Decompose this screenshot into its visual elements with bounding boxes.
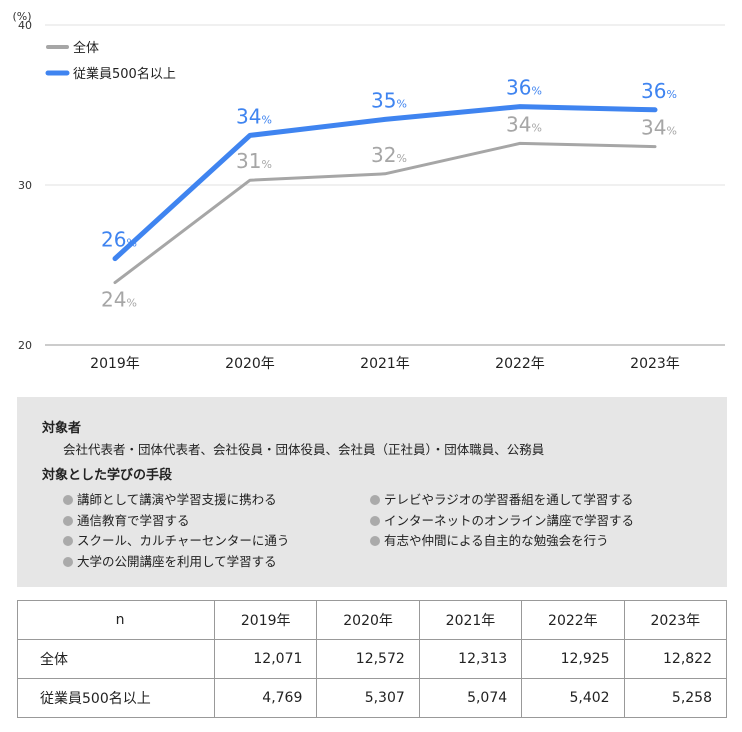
- data-label: 31%: [236, 149, 272, 173]
- table-row: 全体 12,071 12,572 12,313 12,925 12,822: [17, 639, 728, 679]
- bullet-icon: [63, 495, 73, 505]
- series-line-0: [113, 141, 657, 285]
- means-item-label: テレビやラジオの学習番組を通して学習する: [384, 492, 634, 507]
- x-tick-label: 2021年: [360, 356, 410, 372]
- bullet-icon: [63, 515, 73, 526]
- y-tick-label: 40: [18, 19, 32, 32]
- header-cell: n: [17, 600, 215, 640]
- bullet-icon: [370, 536, 380, 546]
- means-item-label: インターネットのオンライン講座で学習する: [384, 512, 635, 528]
- row-label: 全体: [17, 639, 215, 679]
- cell: 12,313: [418, 639, 523, 679]
- x-tick-label: 2020年: [225, 356, 275, 372]
- cell: 12,822: [623, 639, 728, 679]
- line-chart: (%) 20 30 40 2019年 2020年 2021年 2022年 2023年 24% 31%…: [12, 10, 725, 372]
- cell: 5,402: [521, 678, 625, 718]
- x-tick-label: 2023年: [630, 356, 680, 372]
- cell: 12,925: [521, 639, 625, 679]
- means-item: 通信教育で学習する: [63, 510, 190, 529]
- data-label: 36%: [506, 76, 542, 100]
- header-cell: 2021年: [418, 600, 523, 640]
- series-line-1: [112, 104, 658, 262]
- means-item: 大学の公開講座を利用して学習する: [63, 551, 277, 570]
- x-tick-label: 2019年: [90, 356, 140, 372]
- data-label: 34%: [506, 112, 542, 136]
- unit-label: (%): [12, 10, 31, 23]
- table-header-row: n 2019年 2020年 2021年 2022年 2023年: [17, 600, 728, 640]
- cell: 5,307: [316, 678, 420, 718]
- data-label: 35%: [371, 88, 407, 112]
- means-heading: 対象とした学びの手段: [42, 468, 173, 483]
- cell: 12,071: [213, 639, 318, 679]
- means-item-label: 有志や仲間による自主的な勉強会を行う: [384, 533, 609, 548]
- header-cell: 2020年: [316, 600, 420, 640]
- target-text: 会社代表者・団体代表者、会社役員・団体役員、会社員（正社員）・団体職員、公務員: [63, 442, 545, 457]
- means-item: 有志や仲間による自主的な勉強会を行う: [370, 530, 609, 549]
- means-item: インターネットのオンライン講座で学習する: [370, 510, 634, 529]
- data-label: 24%: [101, 288, 137, 312]
- row-label: 従業員500名以上: [17, 678, 215, 718]
- cell: 4,769: [213, 678, 318, 718]
- data-label: 36%: [641, 79, 677, 103]
- legend-label: 従業員500名以上: [73, 66, 176, 82]
- means-item: 講師として講演や学習支援に携わる: [63, 489, 277, 508]
- cell: 5,258: [623, 678, 728, 718]
- bullet-icon: [63, 556, 73, 567]
- info-box: 対象者 会社代表者・団体代表者、会社役員・団体役員、会社員（正社員）・団体職員、…: [17, 397, 727, 587]
- means-item-label: スクール、カルチャーセンターに通う: [77, 533, 290, 548]
- bullet-icon: [370, 515, 380, 526]
- means-item: テレビやラジオの学習番組を通して学習する: [370, 489, 633, 508]
- y-tick-label: 30: [18, 179, 32, 192]
- cell: 12,572: [316, 639, 420, 679]
- means-item-label: 講師として講演や学習支援に携わる: [77, 492, 277, 507]
- means-item: スクール、カルチャーセンターに通う: [63, 530, 289, 549]
- data-label: 26%: [101, 228, 137, 252]
- bullet-icon: [370, 495, 380, 505]
- data-label: 34%: [641, 116, 677, 140]
- header-cell: 2023年: [623, 600, 728, 640]
- header-cell: 2019年: [213, 600, 318, 640]
- data-label: 32%: [371, 143, 407, 167]
- x-tick-label: 2022年: [495, 356, 545, 372]
- header-cell: 2022年: [521, 600, 625, 640]
- sample-size-table: n 2019年 2020年 2021年 2022年 2023年 全体 12,07…: [17, 600, 728, 718]
- cell: 5,074: [418, 678, 523, 718]
- y-tick-label: 20: [18, 339, 32, 352]
- table-row: 従業員500名以上 4,769 5,307 5,074 5,402 5,258: [17, 678, 728, 718]
- target-heading: 対象者: [42, 421, 82, 436]
- means-item-label: 大学の公開講座を利用して学習する: [77, 553, 277, 569]
- legend-label: 全体: [73, 40, 99, 56]
- bullet-icon: [63, 536, 73, 546]
- means-item-label: 通信教育で学習する: [77, 512, 190, 528]
- data-label: 34%: [236, 104, 272, 128]
